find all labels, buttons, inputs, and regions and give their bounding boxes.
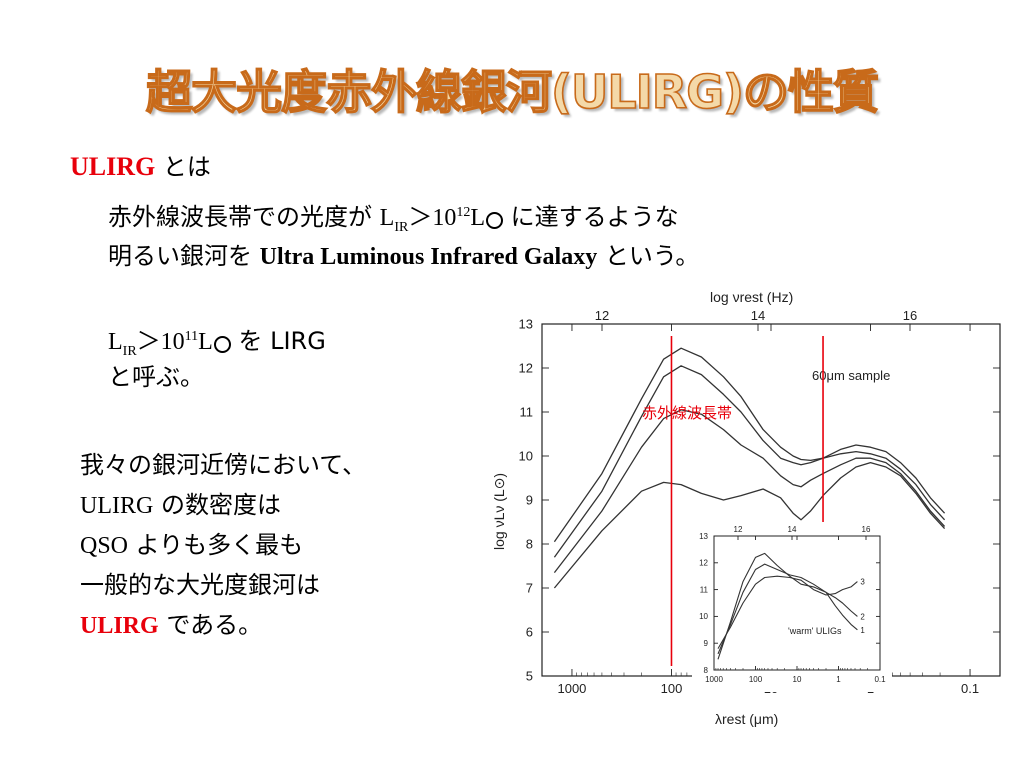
inset-series-line (717, 575, 858, 649)
inset-y-tick-label: 11 (700, 585, 709, 594)
inset-x-tick-label: 1000 (705, 675, 723, 684)
inset-y-tick-label: 12 (699, 559, 708, 568)
x-axis-label: λrest (μm) (715, 711, 778, 727)
line1-prefix: 赤外線波長帯での光度が (108, 203, 372, 231)
lirg-expression: LIR＞1011L (108, 329, 231, 359)
inset-y-tick-label: 10 (699, 612, 708, 621)
definition-line-2: 明るい銀河を Ultra Luminous Infrared Galaxy とい… (108, 241, 699, 272)
term-suffix: とは (162, 153, 211, 181)
lum-expression: LIR＞1012L (380, 205, 503, 235)
inset-plot-frame (713, 535, 881, 671)
main-series-line (553, 347, 946, 543)
main-y-tick-label: 10 (519, 449, 533, 464)
main-x-tick-label: 100 (661, 681, 683, 696)
inset-top-tick-label: 14 (788, 525, 797, 534)
lirg-line-1: LIR＞1011L を LIRG (108, 322, 326, 367)
main-y-tick-label: 11 (520, 405, 534, 420)
sample-annotation: 60μm sample (812, 368, 890, 383)
main-top-tick-label: 12 (595, 308, 609, 323)
main-y-tick-label: 8 (526, 537, 533, 552)
main-series-line (553, 461, 946, 589)
inset-series-line (717, 563, 858, 655)
main-series-line (553, 409, 946, 573)
inset-series-label: 3 (860, 578, 865, 587)
inset-label: 'warm' ULIGs (788, 626, 842, 636)
main-series-line (553, 365, 946, 558)
main-x-tick-label: 0.1 (961, 681, 979, 696)
main-top-tick-label: 16 (903, 308, 917, 323)
page-title: 超大光度赤外線銀河(ULIRG)の性質 (145, 64, 880, 120)
paragraph-line-3: QSO よりも多く最も (80, 531, 304, 559)
inset-x-tick-label: 10 (793, 675, 802, 684)
inset-series-label: 1 (860, 626, 865, 635)
paragraph-line-5: ULIRG である。 (80, 611, 263, 639)
main-top-tick-label: 14 (751, 308, 765, 323)
main-y-tick-label: 5 (526, 669, 533, 684)
main-y-tick-label: 12 (519, 361, 533, 376)
sun-symbol-icon (213, 336, 231, 353)
english-name: Ultra Luminous Infrared Galaxy (259, 244, 598, 270)
inset-x-tick-label: 100 (749, 675, 763, 684)
inset-top-tick-label: 12 (734, 525, 743, 534)
lirg-suffix: を LIRG (238, 327, 326, 355)
inset-series-line (717, 552, 858, 660)
y-axis-label: log νLν (L⊙) (491, 473, 507, 550)
inset-y-tick-label: 13 (699, 532, 708, 541)
inset-y-tick-label: 8 (704, 666, 709, 675)
definition-heading: ULIRG とは (70, 152, 211, 182)
main-x-tick-label: 1000 (557, 681, 586, 696)
inset-top-tick-label: 16 (862, 525, 871, 534)
paragraph-line-2: ULIRG の数密度は (80, 491, 281, 519)
definition-line-1: 赤外線波長帯での光度が LIR＞1012L に達するような (108, 198, 679, 243)
inset-x-tick-label: 1 (836, 675, 841, 684)
line2-prefix: 明るい銀河を (108, 242, 252, 270)
main-y-tick-label: 6 (526, 625, 533, 640)
main-y-tick-label: 7 (526, 581, 533, 596)
sun-symbol-icon (485, 212, 503, 229)
lirg-line-2: と呼ぶ。 (108, 363, 204, 391)
paragraph-line-4: 一般的な大光度銀河は (80, 571, 320, 599)
inset-y-tick-label: 9 (704, 639, 709, 648)
paragraph-line-1: 我々の銀河近傍において、 (80, 451, 367, 479)
inset-series-label: 2 (860, 612, 865, 621)
line2-suffix: という。 (604, 242, 700, 270)
top-axis-label: log νrest (Hz) (710, 289, 793, 305)
ir-band-label: 赤外線波長帯 (642, 405, 732, 422)
main-y-tick-label: 13 (519, 317, 533, 332)
line1-suffix: に達するような (510, 203, 679, 231)
ulirg-term: ULIRG (70, 152, 156, 181)
inset-x-tick-label: 0.1 (874, 675, 886, 684)
main-y-tick-label: 9 (526, 493, 533, 508)
